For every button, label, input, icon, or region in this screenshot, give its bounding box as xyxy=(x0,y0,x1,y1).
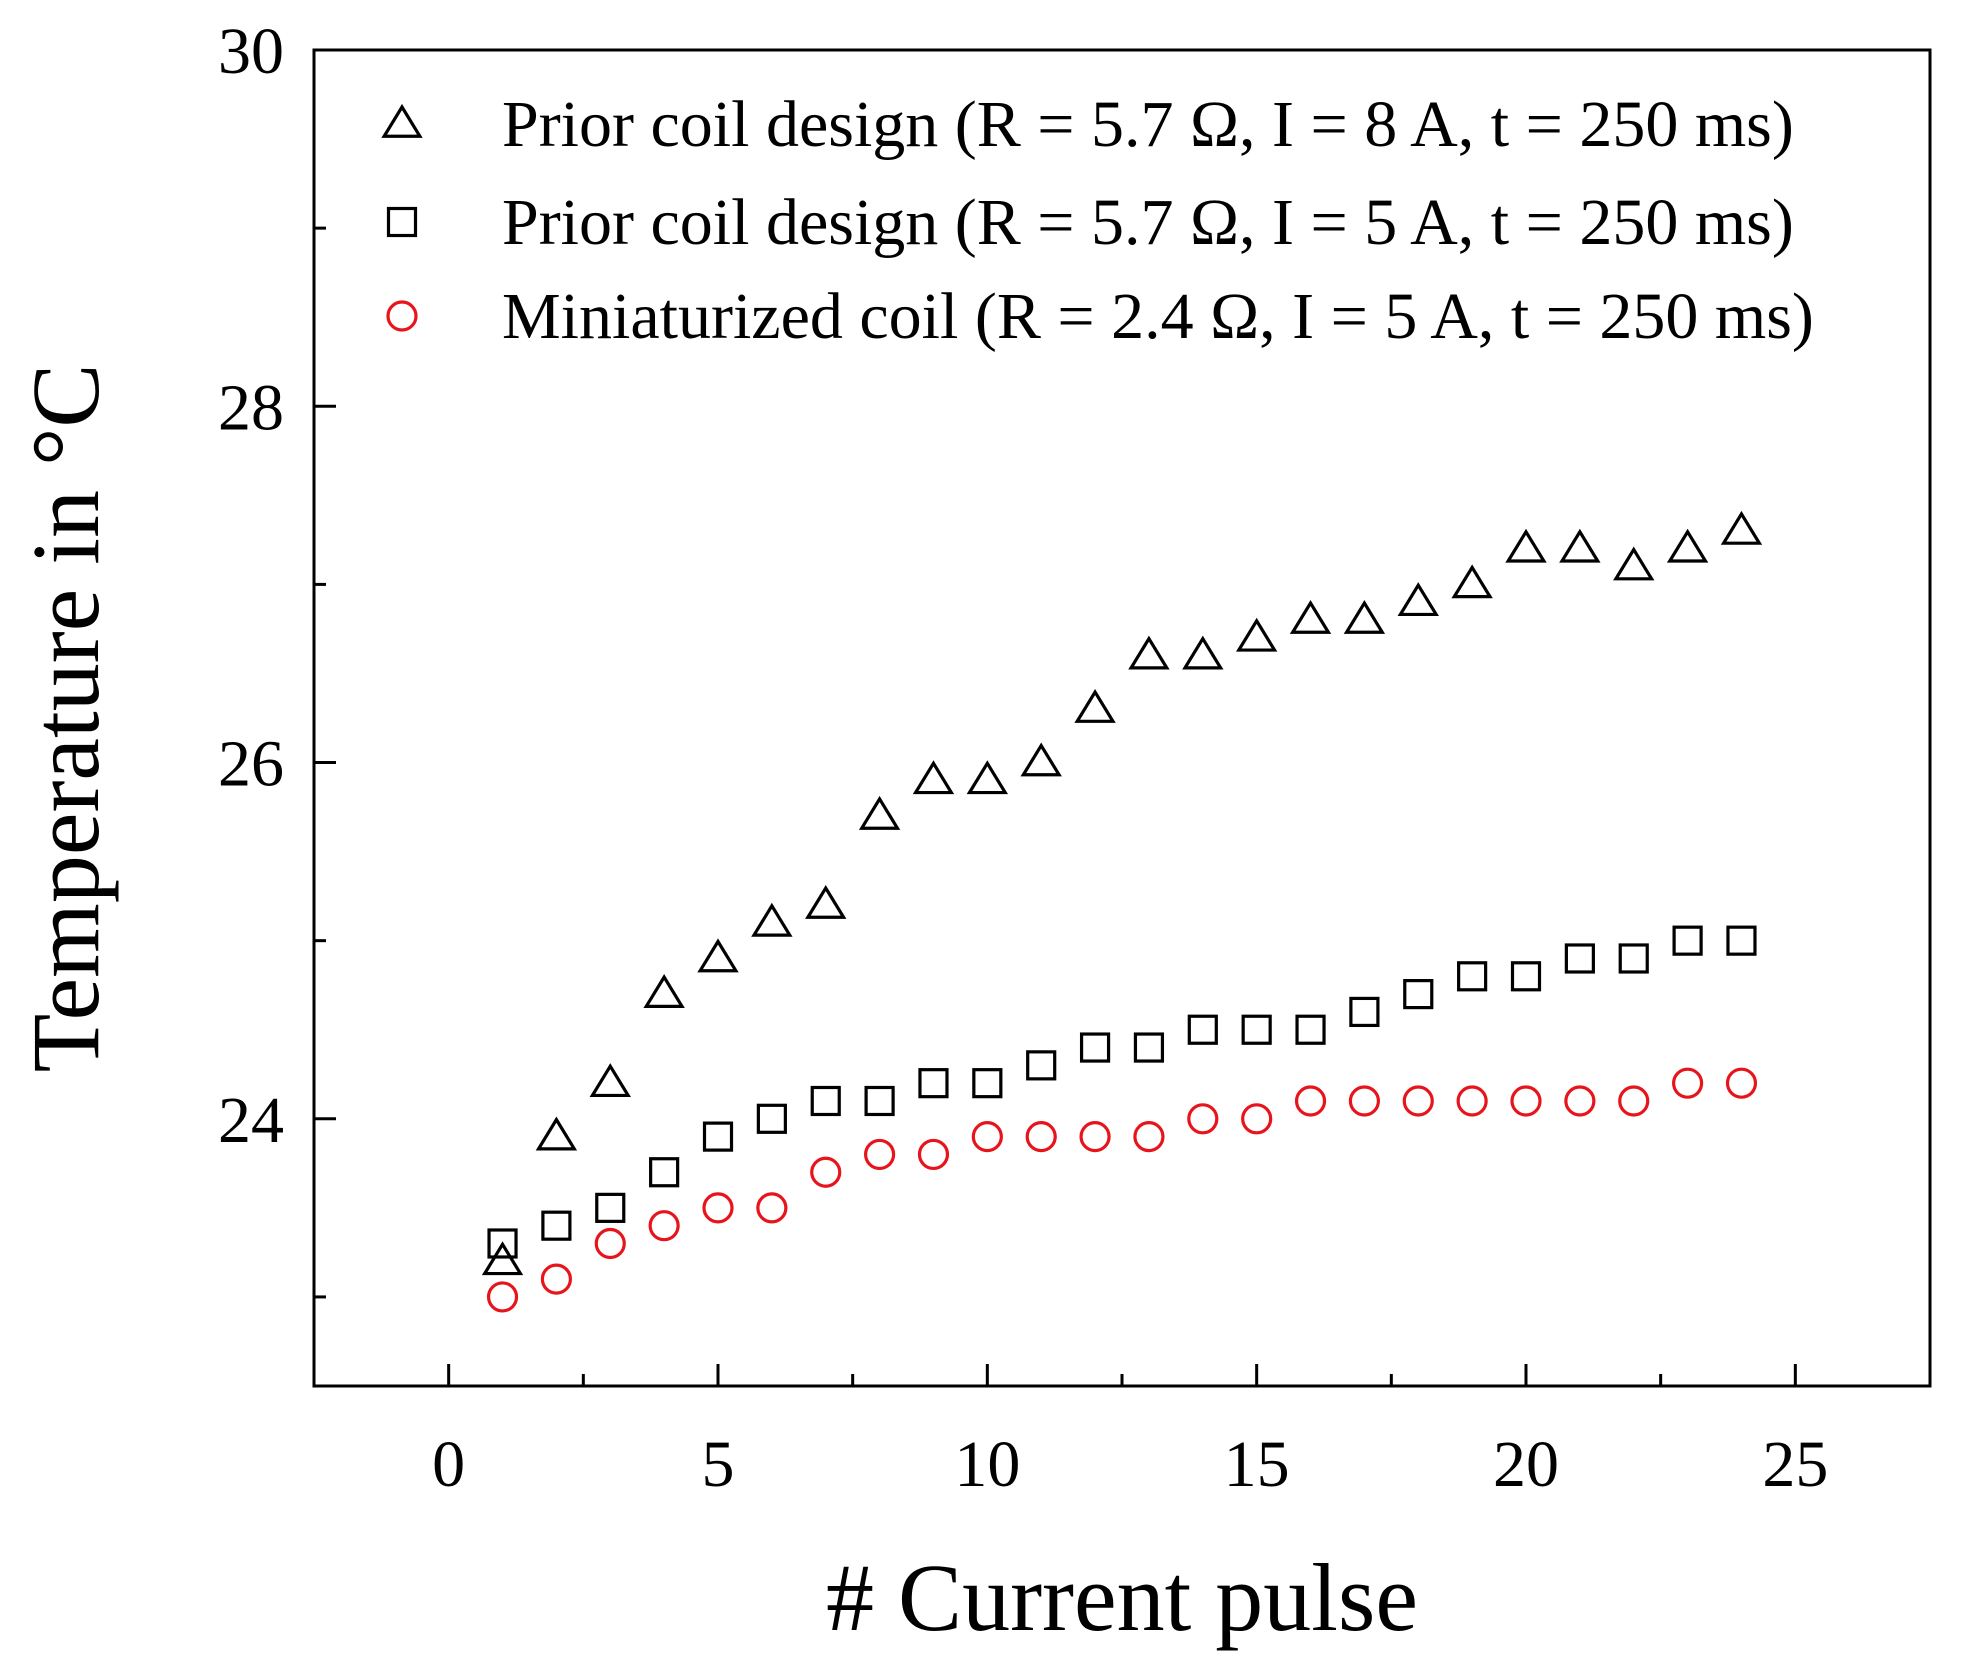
data-point xyxy=(1241,1014,1272,1045)
data-point xyxy=(1510,1085,1542,1117)
data-point xyxy=(972,1068,1003,1099)
data-point xyxy=(1020,742,1062,777)
data-point xyxy=(1618,1085,1650,1117)
data-point xyxy=(1671,1067,1704,1099)
data-point xyxy=(1613,546,1655,581)
data-point xyxy=(595,1192,626,1223)
x-axis-title: # Current pulse xyxy=(826,1544,1418,1651)
data-point xyxy=(1182,635,1224,670)
x-tick-label: 5 xyxy=(702,1428,735,1501)
data-point xyxy=(1564,943,1595,974)
data-point xyxy=(697,938,739,973)
data-point xyxy=(486,1281,519,1313)
data-point xyxy=(541,1210,572,1241)
data-point xyxy=(1726,925,1757,956)
data-point xyxy=(1241,1103,1273,1135)
data-point xyxy=(1235,617,1278,652)
y-tick-label: 24 xyxy=(218,1084,284,1157)
data-point xyxy=(1026,1050,1057,1081)
legend-label-prior-8a: Prior coil design (R = 5.7 Ω, I = 8 A, t… xyxy=(502,88,1794,161)
legend-label-prior-5a: Prior coil design (R = 5.7 Ω, I = 5 A, t… xyxy=(502,186,1794,259)
y-tick-label: 28 xyxy=(218,371,284,444)
marks-layer xyxy=(481,510,1763,1313)
data-point xyxy=(648,1210,680,1242)
data-point xyxy=(1025,1121,1057,1153)
data-point xyxy=(918,1068,949,1099)
data-point xyxy=(1289,599,1332,634)
data-point xyxy=(1187,1103,1219,1135)
data-point xyxy=(643,974,685,1008)
data-point xyxy=(1133,1121,1165,1153)
data-point xyxy=(805,884,847,919)
data-point xyxy=(1559,528,1601,563)
data-point xyxy=(917,1138,950,1171)
data-point xyxy=(1074,689,1116,723)
data-point xyxy=(589,1063,631,1098)
data-point xyxy=(1672,925,1703,956)
data-point xyxy=(1348,1085,1381,1117)
data-point xyxy=(1402,1085,1434,1117)
data-point xyxy=(1725,1067,1758,1099)
legend-marker-prior-5a xyxy=(386,206,418,238)
y-tick-label: 26 xyxy=(218,728,284,801)
data-point xyxy=(594,1227,626,1260)
data-point xyxy=(702,1121,734,1152)
data-point xyxy=(863,1138,896,1171)
data-point xyxy=(1079,1121,1111,1153)
data-point xyxy=(1187,1014,1218,1045)
data-point xyxy=(1510,961,1542,992)
data-point xyxy=(810,1156,842,1188)
data-point xyxy=(1666,528,1709,563)
y-axis-title: Temperature in °C xyxy=(12,364,119,1073)
data-point xyxy=(751,902,793,937)
data-point xyxy=(1720,510,1763,545)
y-tick-label: 30 xyxy=(218,15,284,88)
data-point xyxy=(649,1157,680,1188)
data-point xyxy=(912,760,955,795)
data-point xyxy=(702,1192,734,1224)
series-prior-5a xyxy=(487,925,1757,1259)
series-miniaturized-5a xyxy=(486,1067,1758,1313)
data-point xyxy=(1133,1032,1165,1063)
legend-label-miniaturized-5a: Miniaturized coil (R = 2.4 Ω, I = 5 A, t… xyxy=(502,280,1814,353)
data-point xyxy=(864,1085,895,1117)
data-point xyxy=(1349,996,1380,1028)
data-point xyxy=(1294,1085,1327,1117)
x-tick-label: 10 xyxy=(954,1428,1020,1501)
data-point xyxy=(540,1263,573,1295)
data-point xyxy=(487,1228,518,1259)
ticks-layer: 0 5 10 15 20 25 24 26 28 30 xyxy=(218,15,1828,1501)
legend-marker-prior-8a xyxy=(381,103,423,138)
data-point xyxy=(810,1085,841,1117)
legend: Prior coil design (R = 5.7 Ω, I = 8 A, t… xyxy=(381,88,1814,353)
data-point xyxy=(1456,1085,1488,1117)
data-point xyxy=(1457,961,1488,992)
data-point xyxy=(481,1241,524,1276)
data-point xyxy=(966,760,1009,795)
data-point xyxy=(1343,599,1386,634)
data-point xyxy=(1505,528,1547,563)
data-point xyxy=(1295,1014,1326,1045)
series-prior-8a xyxy=(481,510,1763,1276)
x-tick-label: 15 xyxy=(1224,1428,1290,1501)
data-point xyxy=(1397,582,1439,617)
x-tick-label: 0 xyxy=(432,1428,465,1501)
legend-marker-miniaturized-5a xyxy=(386,300,418,332)
data-point xyxy=(971,1121,1003,1153)
data-point xyxy=(1618,943,1649,974)
x-tick-label: 20 xyxy=(1493,1428,1559,1501)
data-point xyxy=(756,1103,787,1134)
x-tick-label: 25 xyxy=(1762,1428,1828,1501)
data-point xyxy=(1451,564,1493,599)
data-point xyxy=(1079,1032,1111,1063)
data-point xyxy=(756,1192,788,1224)
data-point xyxy=(1403,979,1434,1010)
data-point xyxy=(1128,635,1170,670)
data-point xyxy=(1564,1085,1596,1117)
data-point xyxy=(535,1116,578,1151)
data-point xyxy=(858,795,901,830)
